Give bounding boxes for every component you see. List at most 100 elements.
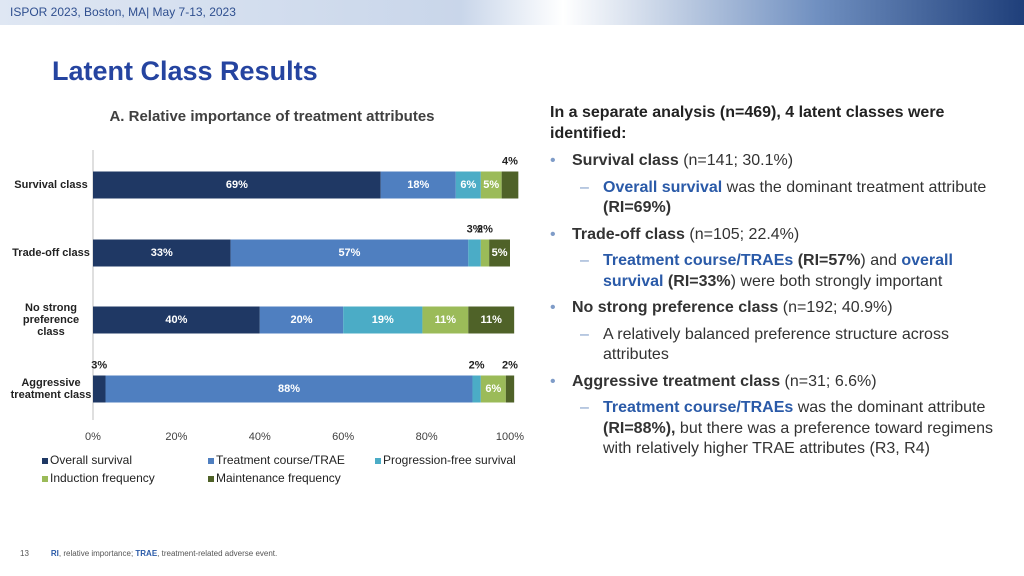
- bar-segment: [455, 171, 481, 199]
- bar-segment: [480, 375, 506, 403]
- bullet-label: Aggressive treatment class: [572, 372, 781, 390]
- value-label: 5%: [492, 247, 508, 259]
- text: ) and: [860, 252, 902, 269]
- text: (RI=33%: [663, 272, 731, 290]
- bullet-detail: (n=105; 22.4%): [684, 225, 800, 243]
- text: (RI=88%),: [603, 419, 676, 437]
- sub-bullet: Treatment course/TRAEs (RI=57%) and over…: [550, 251, 995, 292]
- x-tick-label: 0%: [85, 431, 101, 443]
- value-label: 19%: [372, 314, 394, 326]
- x-tick-label: 60%: [332, 431, 354, 443]
- bar-segment: [501, 171, 519, 199]
- x-tick-label: 80%: [416, 431, 438, 443]
- bullet: Aggressive treatment class (n=31; 6.6%): [550, 372, 995, 393]
- value-label: 40%: [165, 314, 187, 326]
- text: ) were both strongly important: [730, 272, 943, 290]
- bar-segment: [489, 239, 510, 267]
- value-label: 4%: [502, 155, 518, 167]
- bullet: No strong preference class (n=192; 40.9%…: [550, 298, 995, 319]
- text: , relative importance;: [58, 549, 136, 558]
- bullet: Trade-off class (n=105; 22.4%): [550, 225, 995, 246]
- chart: A. Relative importance of treatment attr…: [42, 108, 524, 485]
- bullet: Survival class (n=141; 30.1%): [550, 151, 995, 172]
- bullet-label: No strong preference class: [572, 299, 779, 316]
- legend-swatch: [208, 476, 214, 482]
- text: TRAE: [135, 549, 158, 558]
- value-label: 18%: [407, 179, 429, 191]
- bar-segment: [468, 306, 515, 334]
- bar-segment: [93, 239, 231, 267]
- bar-segment: [422, 306, 469, 334]
- bar-segment: [505, 375, 515, 403]
- legend-label: Maintenance frequency: [216, 471, 341, 485]
- text: overall survival: [603, 252, 953, 290]
- bullet-label: Trade-off class: [572, 225, 685, 243]
- text: (RI=69%): [603, 199, 672, 216]
- sub-bullet: Overall survival was the dominant treatm…: [550, 178, 995, 219]
- text: was the dominant attribute: [793, 399, 986, 416]
- category-label: No strong preference class: [22, 302, 80, 338]
- value-label: 11%: [435, 314, 457, 326]
- bar-segment: [93, 306, 260, 334]
- summary: In a separate analysis (n=469), 4 latent…: [550, 103, 995, 466]
- bar-segment: [93, 171, 381, 199]
- value-label: 57%: [338, 247, 360, 259]
- bar-segment: [230, 239, 469, 267]
- page-number: 13: [20, 549, 29, 558]
- value-label: 3%: [91, 359, 107, 371]
- legend-swatch: [42, 476, 48, 482]
- text: was the dominant treatment attribute: [722, 178, 987, 196]
- value-label: 3%: [467, 223, 483, 235]
- bullet-detail: (n=192; 40.9%): [778, 299, 893, 316]
- header-text: ISPOR 2023, Boston, MA| May 7-13, 2023: [10, 5, 236, 19]
- legend-label: Overall survival: [50, 453, 132, 467]
- value-label: 2%: [502, 359, 518, 371]
- bar-segment: [468, 239, 481, 267]
- sub-bullet: Treatment course/TRAEs was the dominant …: [550, 398, 995, 460]
- value-label: 88%: [278, 383, 300, 395]
- value-label: 2%: [469, 359, 485, 371]
- value-label: 5%: [483, 179, 499, 191]
- bar-segment: [380, 171, 456, 199]
- header-bar: ISPOR 2023, Boston, MA| May 7-13, 2023: [0, 0, 1024, 25]
- value-label: 6%: [485, 383, 501, 395]
- sub-bullet: A relatively balanced preference structu…: [550, 325, 995, 366]
- value-label: 33%: [151, 247, 173, 259]
- value-label: 20%: [290, 314, 312, 326]
- bar-segment: [93, 375, 106, 403]
- text: Treatment course/TRAEs: [603, 252, 794, 269]
- category-label: Survival class: [14, 179, 88, 191]
- x-tick-label: 100%: [496, 431, 524, 443]
- text: (RI=57%: [793, 252, 861, 269]
- x-tick-label: 40%: [249, 431, 271, 443]
- value-label: 6%: [460, 179, 476, 191]
- legend-swatch: [42, 458, 48, 464]
- text: RI: [50, 549, 59, 558]
- legend-label: Treatment course/TRAE: [216, 453, 345, 467]
- value-label: 2%: [477, 223, 493, 235]
- chart-title: A. Relative importance of treatment attr…: [109, 108, 434, 125]
- bar-segment: [105, 375, 473, 403]
- bullet-detail: (n=141; 30.1%): [678, 152, 794, 169]
- footer: 13 RI, relative importance; TRAE, treatme…: [20, 549, 277, 558]
- summary-intro: In a separate analysis (n=469), 4 latent…: [550, 104, 945, 142]
- value-label: 69%: [226, 179, 248, 191]
- legend-swatch: [208, 458, 214, 464]
- bullet-detail: (n=31; 6.6%): [780, 372, 877, 390]
- bar-segment: [343, 306, 423, 334]
- bar-segment: [472, 375, 481, 403]
- text: A relatively balanced preference structu…: [603, 325, 949, 364]
- text: Overall survival: [603, 178, 723, 196]
- category-label: Trade-off class: [12, 247, 90, 259]
- legend-label: Induction frequency: [50, 471, 155, 485]
- value-label: 11%: [481, 314, 503, 326]
- bar-segment: [480, 239, 490, 267]
- bar-segment: [259, 306, 344, 334]
- text: Treatment course/TRAEs: [603, 399, 794, 416]
- slide-title: Latent Class Results: [52, 56, 318, 86]
- bullet-label: Survival class: [572, 152, 679, 169]
- text: but there was a preference toward regime…: [603, 419, 993, 458]
- legend-label: Progression-free survival: [383, 453, 516, 467]
- text: , treatment-related adverse event.: [157, 549, 278, 558]
